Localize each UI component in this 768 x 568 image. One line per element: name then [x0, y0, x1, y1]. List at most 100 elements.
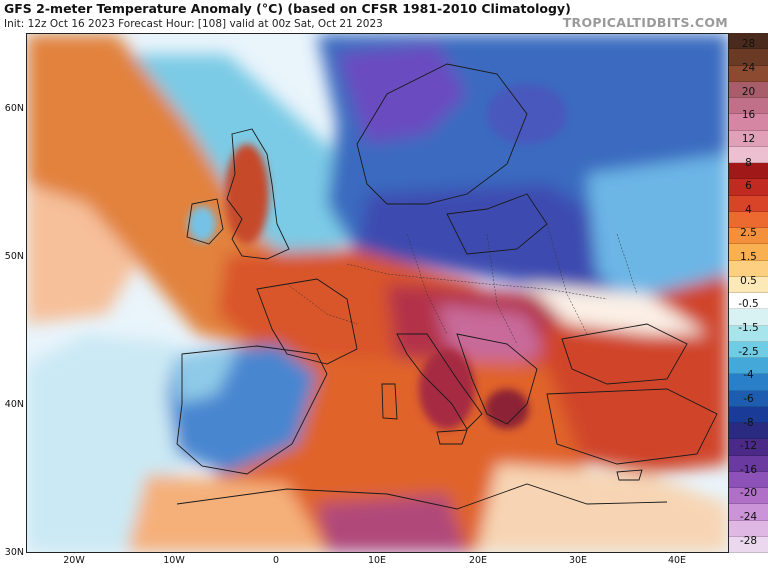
colorbar-swatch: [729, 358, 768, 375]
lat-label-30n: 30N: [4, 547, 24, 558]
colorbar-label: 6: [745, 180, 752, 193]
colorbar-swatch: [729, 244, 768, 261]
colorbar-swatch: [729, 130, 768, 147]
colorbar-label: 0.5: [740, 274, 757, 287]
map-subtitle: Init: 12z Oct 16 2023 Forecast Hour: [10…: [4, 18, 383, 30]
black-sea-coast: [561, 323, 688, 385]
balkans-coast: [456, 333, 538, 425]
colorbar-label: 20: [741, 85, 756, 98]
russia-cyan-band: [587, 154, 728, 314]
lat-label-60n: 60N: [4, 103, 24, 114]
brand-watermark: TROPICALTIDBITS.COM: [562, 15, 728, 30]
ireland-cyan-spot: [188, 206, 216, 242]
colorbar-label: 28: [741, 38, 756, 51]
colorbar-swatch: [729, 114, 768, 131]
colorbar-swatch: [729, 439, 768, 456]
turkey-coast: [546, 388, 718, 465]
colorbar-swatch: [729, 195, 768, 212]
iberia-coast: [176, 345, 328, 475]
colorbar-label: 1.5: [740, 251, 757, 264]
italy-coast: [396, 333, 483, 430]
italy-hot-spot: [419, 349, 475, 429]
header-bar: GFS 2-meter Temperature Anomaly (°C) (ba…: [0, 0, 768, 33]
colorbar-swatch: [729, 455, 768, 472]
lat-label-40n: 40N: [4, 399, 24, 410]
country-borders: [286, 223, 638, 345]
colorbar-swatch: [729, 146, 768, 163]
atlantic-peach-band: [27, 184, 137, 324]
france-coast: [256, 278, 358, 365]
colorbar-swatch: [729, 293, 768, 310]
lon-label-30e: 30E: [568, 555, 588, 566]
colorbar-label: -28: [739, 534, 758, 547]
colorbar-label: 12: [741, 132, 756, 145]
lon-label-10e: 10E: [367, 555, 387, 566]
map-title: GFS 2-meter Temperature Anomaly (°C) (ba…: [4, 1, 571, 16]
colorbar-swatch: [729, 341, 768, 358]
border-russia: [616, 233, 638, 295]
scandinavia-violet-core: [337, 44, 467, 144]
border-ukraine: [546, 223, 588, 335]
colorbar-swatch: [729, 325, 768, 342]
lon-label-20w: 20W: [63, 555, 85, 566]
scandinavia-coast: [356, 63, 528, 205]
colorbar-label: 24: [741, 61, 756, 74]
colorbar-swatch: [729, 406, 768, 423]
colorbar-swatch: [729, 471, 768, 488]
colorbar-label: -0.5: [738, 298, 759, 311]
ireland-coast: [186, 198, 224, 245]
central-europe-deep-cold: [357, 184, 647, 294]
colorbar-swatch: [729, 179, 768, 196]
egypt-cream: [477, 464, 728, 552]
colorbar-label: -2.5: [738, 345, 759, 358]
north-africa-coast: [176, 483, 668, 510]
border-balkans: [486, 233, 518, 345]
colorbar-label: -20: [739, 487, 758, 500]
colorbar-swatch: [729, 488, 768, 505]
great-britain-coast: [226, 128, 290, 260]
colorbar-swatch: [729, 211, 768, 228]
colorbar-label: -16: [739, 463, 758, 476]
colorbar-swatch: [729, 98, 768, 115]
anomaly-field-svg: [27, 34, 728, 552]
colorbar-swatch: [729, 423, 768, 440]
colorbar-swatch: [729, 49, 768, 66]
colorbar-swatch: [729, 33, 768, 50]
colorbar-swatch: [729, 309, 768, 326]
colorbar-label: -24: [739, 511, 758, 524]
lon-label-40e: 40E: [667, 555, 687, 566]
colorbar-label: 16: [741, 109, 756, 122]
border-central-europe: [346, 263, 608, 300]
north-africa-peach: [127, 474, 327, 552]
colorbar-swatch: [729, 520, 768, 537]
lon-label-10w: 10W: [163, 555, 185, 566]
cyprus-coast: [616, 469, 643, 481]
colorbar-label: 4: [745, 203, 752, 216]
colorbar-swatch: [729, 276, 768, 293]
colorbar-label: 2.5: [740, 227, 757, 240]
lon-label-20e: 20E: [468, 555, 488, 566]
colorbar-label: -1.5: [738, 321, 759, 334]
colorbar-swatch: [729, 81, 768, 98]
colorbar-label: -4: [743, 369, 754, 382]
iberia-light-edge: [177, 352, 237, 404]
colorbar-swatch: [729, 228, 768, 245]
neutral-band: [527, 284, 707, 334]
colorbar-swatch: [729, 536, 768, 553]
lat-label-50n: 50N: [4, 251, 24, 262]
colorbar-label: -12: [739, 440, 758, 453]
colorbar-swatch: [729, 374, 768, 391]
colorbar-swatch: [729, 260, 768, 277]
colorbar-label: 8: [745, 156, 752, 169]
lon-label-0: 0: [272, 555, 280, 566]
uk-red-spot: [225, 144, 269, 244]
colorbar-swatch: [729, 65, 768, 82]
sardinia-coast: [381, 383, 398, 420]
colorbar-swatch: [729, 390, 768, 407]
border-france: [286, 283, 358, 325]
colorbar-label: -6: [743, 392, 754, 405]
colorbar: 28 24 20 16 12 8 6 4 2.5 1.5 0.5 -0.5 -1.5 -2.5 -4 -6 -8…: [729, 33, 768, 553]
colorbar-swatch: [729, 504, 768, 521]
anomaly-map: [26, 33, 729, 553]
sicily-coast: [436, 429, 468, 445]
